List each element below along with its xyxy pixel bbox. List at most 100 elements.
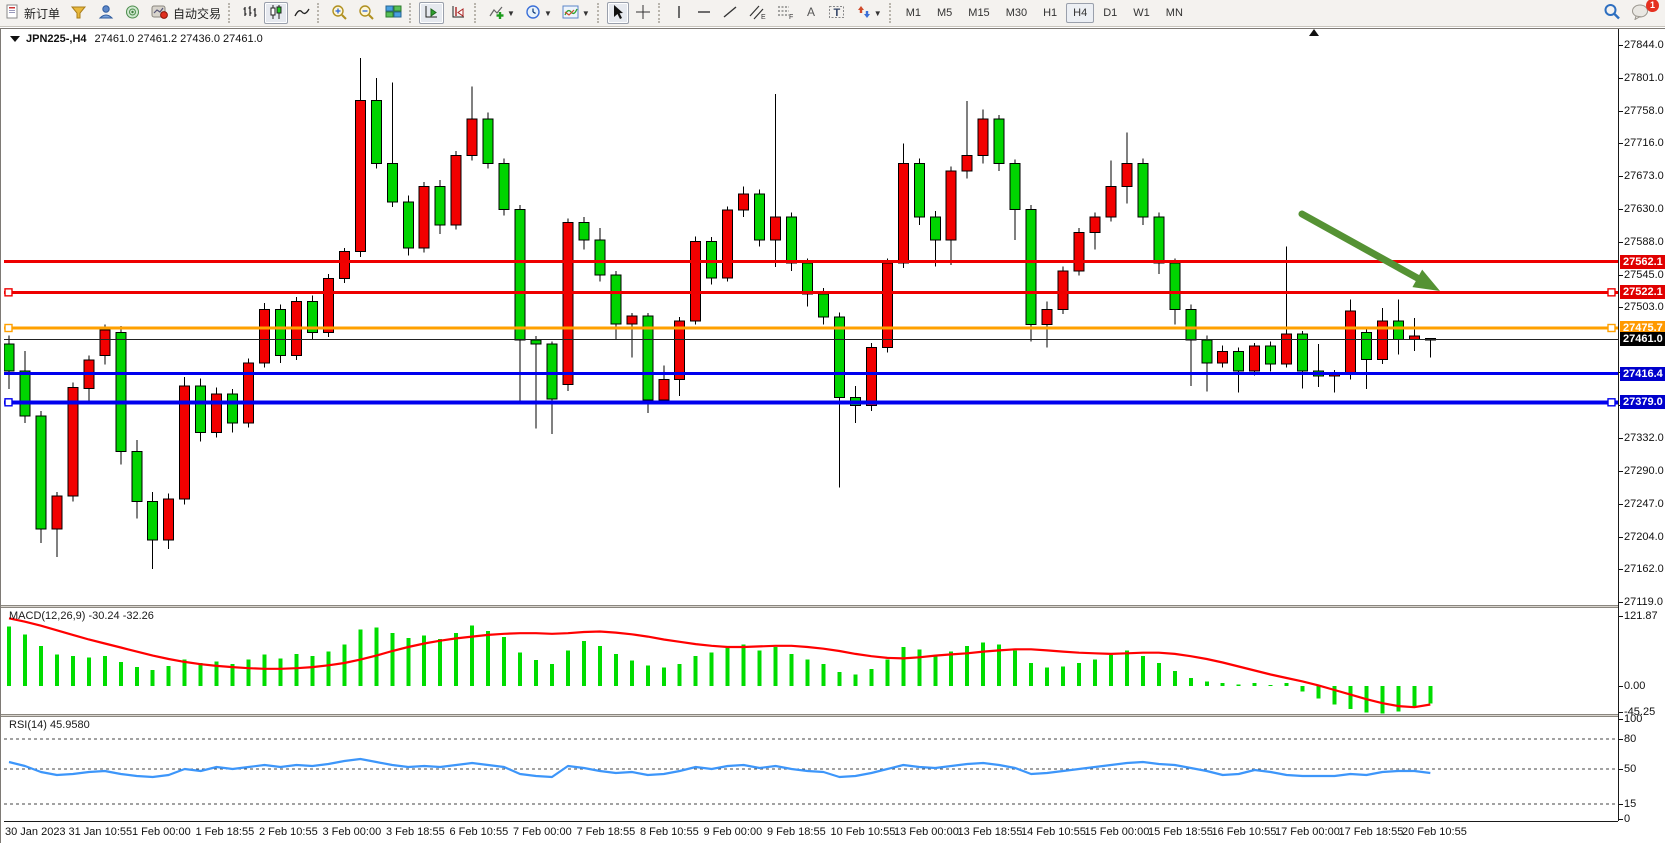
fibonacci-button[interactable]: F (772, 2, 798, 24)
clock-icon (525, 4, 542, 23)
timeframe-button-m30[interactable]: M30 (1005, 7, 1028, 19)
axis-tick (1619, 503, 1623, 505)
text-button[interactable]: A (800, 2, 822, 24)
timeframe-button-h4[interactable]: H4 (1066, 3, 1095, 23)
rsi-scale-label: 15 (1624, 798, 1637, 810)
macd-histogram-bar (134, 667, 139, 686)
bar-chart-button[interactable] (238, 2, 262, 24)
macd-signal-line (8, 617, 1431, 709)
timeframe-button-mn[interactable]: MN (1165, 7, 1183, 19)
auto-scroll-button[interactable] (419, 2, 445, 24)
svg-text:A: A (807, 5, 815, 19)
candlestick-chart-button[interactable] (264, 2, 289, 24)
macd-histogram-bar (581, 641, 586, 686)
candle-body (1121, 162, 1133, 187)
cursor-button[interactable] (606, 2, 629, 24)
indicators-button[interactable]: ▼ (484, 2, 519, 24)
rsi-panel[interactable]: RSI(14) 45.9580 (4, 717, 1618, 821)
panel-splitter[interactable] (1, 605, 1618, 608)
price-tick-label: 27290.0 (1624, 464, 1664, 477)
macd-histogram-bar (1204, 681, 1209, 686)
candle-body (530, 339, 542, 345)
time-axis-label: 1 Feb 18:55 (195, 826, 255, 838)
line-handle[interactable] (4, 323, 13, 333)
crosshair-button[interactable] (631, 2, 655, 24)
macd-histogram-bar (597, 645, 602, 686)
channel-icon: E (748, 4, 766, 23)
candle-body (1137, 162, 1149, 218)
time-axis-label: 9 Feb 18:55 (767, 826, 826, 838)
axis-tick (1619, 719, 1623, 720)
annotation-arrowhead[interactable] (1412, 269, 1440, 291)
layers-button[interactable] (66, 2, 91, 24)
equidistant-channel-button[interactable]: E (744, 2, 770, 24)
annotation-arrow[interactable] (1298, 210, 1434, 289)
autotrade-button[interactable]: 自动交易 (147, 2, 225, 24)
new-order-icon (5, 4, 20, 22)
shapes-button[interactable]: ▼ (852, 2, 886, 24)
periods-button[interactable]: ▼ (521, 2, 556, 24)
signal-button[interactable] (120, 2, 145, 24)
macd-histogram-bar (1172, 671, 1177, 686)
search-button[interactable] (1599, 2, 1625, 24)
price-tick-label: 27247.0 (1624, 497, 1664, 510)
candle-body (1073, 231, 1085, 272)
line-handle[interactable] (4, 398, 13, 407)
templates-icon (562, 4, 580, 23)
timeframe-button-m15[interactable]: M15 (968, 7, 990, 19)
chart-shift-button[interactable] (446, 2, 471, 24)
timeframe-button-w1[interactable]: W1 (1133, 7, 1150, 19)
macd-histogram-bar (294, 653, 299, 686)
line-handle[interactable] (4, 288, 13, 297)
chart-shift-marker-icon[interactable] (1309, 29, 1319, 36)
svg-text:E: E (761, 14, 766, 20)
candle-body (1265, 345, 1277, 365)
price-tick-label: 27503.0 (1624, 301, 1664, 314)
line-handle[interactable] (1607, 323, 1616, 333)
candle-body (402, 201, 414, 249)
price-badge: 27461.0 (1620, 332, 1665, 347)
trendline-button[interactable] (718, 2, 742, 24)
toolbar-grip (888, 3, 896, 23)
horizontal-line-button[interactable] (692, 2, 716, 24)
axis-tick (1619, 307, 1623, 309)
macd-histogram-bar (1428, 686, 1433, 704)
notifications-button[interactable]: 1 (1627, 0, 1659, 24)
time-axis[interactable]: 30 Jan 2023 31 Jan 10:55 1 Feb 00:00 1 Feb … (4, 821, 1618, 843)
candle-body (195, 385, 207, 433)
one-click-trading-toggle-icon[interactable] (10, 36, 20, 42)
panel-splitter[interactable] (1, 714, 1618, 717)
timeframe-button-m1[interactable]: M1 (905, 7, 921, 19)
main-chart-plot[interactable]: JPN225-,H4 27461.0 27461.2 27436.0 27461… (4, 29, 1618, 605)
line-handle[interactable] (1607, 398, 1616, 407)
candle-body (578, 222, 590, 241)
candle-body (386, 162, 398, 203)
line-chart-button[interactable] (290, 2, 314, 24)
time-axis-label: 20 Feb 10:55 (1402, 826, 1467, 838)
macd-histogram-bar (422, 635, 427, 686)
timeframe-button-h1[interactable]: H1 (1043, 7, 1058, 19)
line-handle[interactable] (1607, 288, 1616, 297)
text-label-button[interactable]: T (824, 2, 850, 24)
macd-panel[interactable]: MACD(12,26,9) -30.24 -32.26 (4, 608, 1618, 714)
axis-tick (1619, 616, 1623, 618)
zoom-in-button[interactable] (327, 2, 352, 24)
zoom-out-button[interactable] (354, 2, 379, 24)
templates-button[interactable]: ▼ (558, 2, 594, 24)
timeframe-button-m5[interactable]: M5 (937, 7, 953, 19)
candle-body (786, 216, 798, 264)
toolbar-grip (317, 3, 324, 23)
tile-windows-button[interactable] (381, 2, 406, 24)
price-axis[interactable]: 27844.0 27801.0 27758.0 27716.0 27673.0 27630… (1618, 29, 1665, 825)
macd-histogram-bar (1140, 656, 1145, 686)
time-axis-label: 30 Jan 2023 (5, 826, 66, 838)
price-tick-label: 27119.0 (1624, 596, 1663, 609)
new-order-button[interactable]: 新订单 (1, 2, 64, 24)
macd-histogram-bar (613, 653, 618, 686)
macd-histogram-bar (1156, 663, 1161, 686)
vertical-line-button[interactable] (668, 2, 690, 24)
timeframe-button-d1[interactable]: D1 (1103, 7, 1118, 19)
time-axis-label: 17 Feb 00:00 (1275, 826, 1340, 838)
data-window-button[interactable] (93, 2, 118, 24)
